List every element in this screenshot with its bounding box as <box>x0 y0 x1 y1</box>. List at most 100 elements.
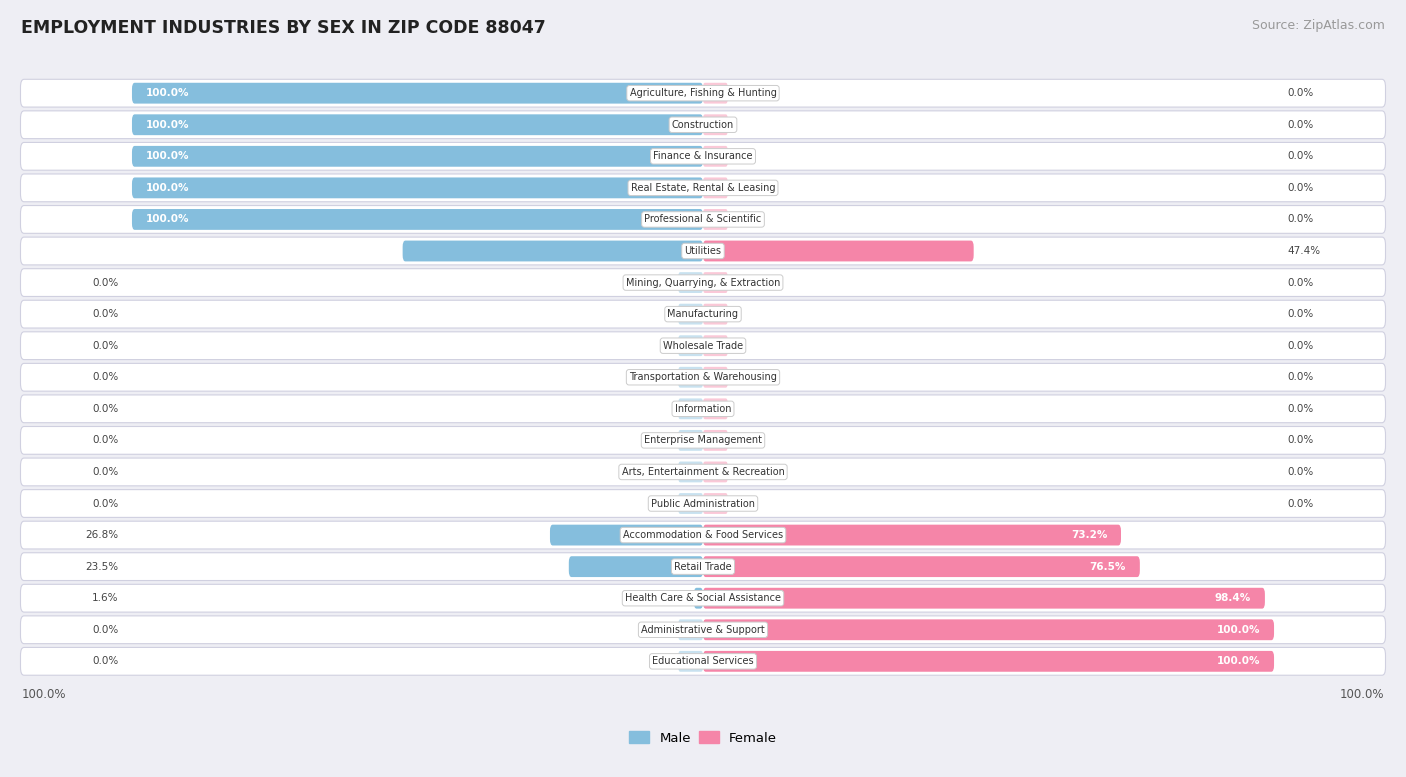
Text: 98.4%: 98.4% <box>1215 593 1251 603</box>
Text: Public Administration: Public Administration <box>651 499 755 508</box>
FancyBboxPatch shape <box>132 83 703 103</box>
Text: Information: Information <box>675 404 731 414</box>
FancyBboxPatch shape <box>132 114 703 135</box>
Text: Utilities: Utilities <box>685 246 721 256</box>
FancyBboxPatch shape <box>21 111 1385 138</box>
Text: 100.0%: 100.0% <box>146 183 190 193</box>
Text: 0.0%: 0.0% <box>91 340 118 350</box>
FancyBboxPatch shape <box>703 209 728 230</box>
FancyBboxPatch shape <box>21 647 1385 675</box>
Text: Construction: Construction <box>672 120 734 130</box>
FancyBboxPatch shape <box>21 427 1385 455</box>
FancyBboxPatch shape <box>703 587 1265 608</box>
FancyBboxPatch shape <box>703 272 728 293</box>
FancyBboxPatch shape <box>678 304 703 325</box>
FancyBboxPatch shape <box>703 114 728 135</box>
FancyBboxPatch shape <box>21 269 1385 297</box>
FancyBboxPatch shape <box>703 619 1274 640</box>
Text: 100.0%: 100.0% <box>1216 657 1260 667</box>
Text: 0.0%: 0.0% <box>1288 88 1315 98</box>
FancyBboxPatch shape <box>703 83 728 103</box>
Text: Agriculture, Fishing & Hunting: Agriculture, Fishing & Hunting <box>630 88 776 98</box>
Text: 100.0%: 100.0% <box>22 688 66 701</box>
FancyBboxPatch shape <box>703 493 728 514</box>
FancyBboxPatch shape <box>703 304 728 325</box>
Text: Professional & Scientific: Professional & Scientific <box>644 214 762 225</box>
Text: 0.0%: 0.0% <box>91 499 118 508</box>
Text: 0.0%: 0.0% <box>1288 277 1315 287</box>
FancyBboxPatch shape <box>402 241 703 261</box>
Text: 0.0%: 0.0% <box>1288 183 1315 193</box>
FancyBboxPatch shape <box>703 462 728 483</box>
FancyBboxPatch shape <box>21 142 1385 170</box>
Text: Wholesale Trade: Wholesale Trade <box>664 340 742 350</box>
FancyBboxPatch shape <box>21 206 1385 233</box>
Text: Arts, Entertainment & Recreation: Arts, Entertainment & Recreation <box>621 467 785 477</box>
Text: 0.0%: 0.0% <box>1288 309 1315 319</box>
Text: Administrative & Support: Administrative & Support <box>641 625 765 635</box>
Text: 0.0%: 0.0% <box>91 657 118 667</box>
Text: 0.0%: 0.0% <box>91 404 118 414</box>
FancyBboxPatch shape <box>703 430 728 451</box>
FancyBboxPatch shape <box>21 552 1385 580</box>
Text: 1.6%: 1.6% <box>91 593 118 603</box>
Text: 0.0%: 0.0% <box>1288 214 1315 225</box>
FancyBboxPatch shape <box>703 556 1140 577</box>
FancyBboxPatch shape <box>678 651 703 672</box>
Text: Educational Services: Educational Services <box>652 657 754 667</box>
Text: 100.0%: 100.0% <box>146 214 190 225</box>
FancyBboxPatch shape <box>678 367 703 388</box>
FancyBboxPatch shape <box>21 490 1385 517</box>
FancyBboxPatch shape <box>703 651 1274 672</box>
FancyBboxPatch shape <box>695 587 703 608</box>
Text: Source: ZipAtlas.com: Source: ZipAtlas.com <box>1251 19 1385 33</box>
FancyBboxPatch shape <box>678 399 703 420</box>
Text: 47.4%: 47.4% <box>1288 246 1320 256</box>
Text: Health Care & Social Assistance: Health Care & Social Assistance <box>626 593 780 603</box>
Text: 0.0%: 0.0% <box>1288 467 1315 477</box>
Text: 100.0%: 100.0% <box>1340 688 1384 701</box>
Text: Mining, Quarrying, & Extraction: Mining, Quarrying, & Extraction <box>626 277 780 287</box>
FancyBboxPatch shape <box>21 174 1385 202</box>
FancyBboxPatch shape <box>21 521 1385 549</box>
Text: 26.8%: 26.8% <box>86 530 118 540</box>
Text: 0.0%: 0.0% <box>91 625 118 635</box>
Text: 100.0%: 100.0% <box>1216 625 1260 635</box>
Legend: Male, Female: Male, Female <box>624 726 782 750</box>
FancyBboxPatch shape <box>21 300 1385 328</box>
Text: 0.0%: 0.0% <box>91 372 118 382</box>
FancyBboxPatch shape <box>678 493 703 514</box>
FancyBboxPatch shape <box>678 430 703 451</box>
FancyBboxPatch shape <box>703 241 974 261</box>
FancyBboxPatch shape <box>132 146 703 167</box>
FancyBboxPatch shape <box>21 584 1385 612</box>
Text: 0.0%: 0.0% <box>1288 372 1315 382</box>
FancyBboxPatch shape <box>703 336 728 356</box>
FancyBboxPatch shape <box>678 272 703 293</box>
Text: Transportation & Warehousing: Transportation & Warehousing <box>628 372 778 382</box>
Text: Manufacturing: Manufacturing <box>668 309 738 319</box>
Text: 0.0%: 0.0% <box>91 467 118 477</box>
FancyBboxPatch shape <box>550 524 703 545</box>
FancyBboxPatch shape <box>21 395 1385 423</box>
FancyBboxPatch shape <box>678 619 703 640</box>
Text: Enterprise Management: Enterprise Management <box>644 435 762 445</box>
FancyBboxPatch shape <box>678 336 703 356</box>
Text: 0.0%: 0.0% <box>1288 404 1315 414</box>
Text: 100.0%: 100.0% <box>146 152 190 162</box>
FancyBboxPatch shape <box>21 79 1385 107</box>
FancyBboxPatch shape <box>21 237 1385 265</box>
Text: 52.6%: 52.6% <box>146 246 181 256</box>
FancyBboxPatch shape <box>21 458 1385 486</box>
FancyBboxPatch shape <box>132 209 703 230</box>
Text: 0.0%: 0.0% <box>1288 435 1315 445</box>
FancyBboxPatch shape <box>21 364 1385 391</box>
Text: 100.0%: 100.0% <box>146 120 190 130</box>
FancyBboxPatch shape <box>703 367 728 388</box>
FancyBboxPatch shape <box>678 462 703 483</box>
Text: 0.0%: 0.0% <box>1288 499 1315 508</box>
Text: 23.5%: 23.5% <box>86 562 118 572</box>
Text: EMPLOYMENT INDUSTRIES BY SEX IN ZIP CODE 88047: EMPLOYMENT INDUSTRIES BY SEX IN ZIP CODE… <box>21 19 546 37</box>
FancyBboxPatch shape <box>21 616 1385 643</box>
Text: 0.0%: 0.0% <box>91 309 118 319</box>
